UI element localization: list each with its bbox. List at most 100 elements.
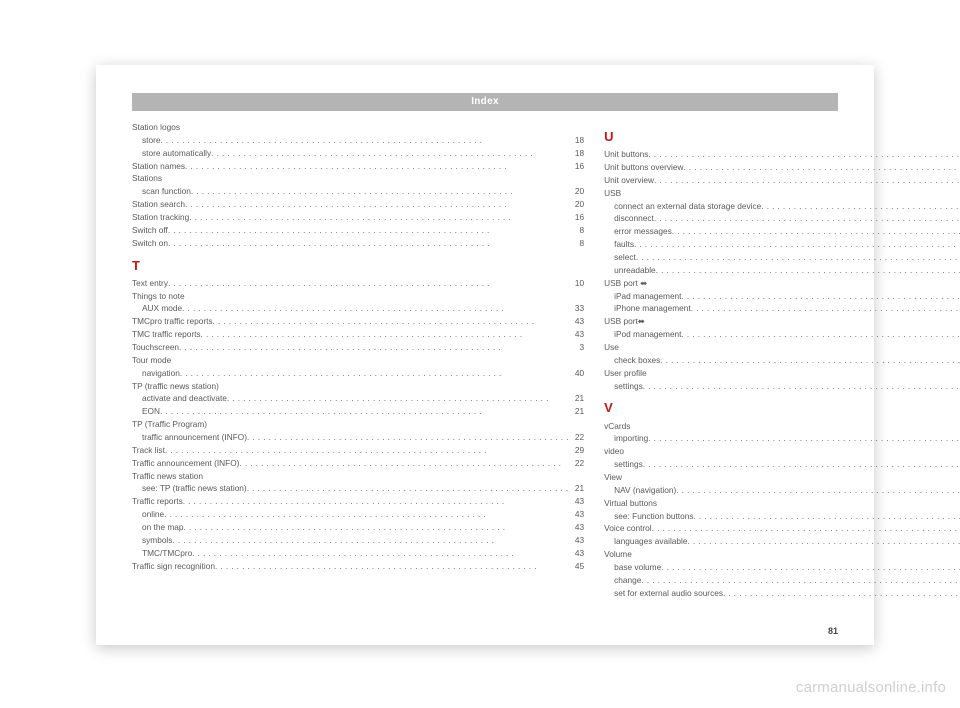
index-label: Station logos bbox=[132, 121, 180, 134]
index-page: 22 bbox=[569, 457, 584, 470]
index-label: faults bbox=[614, 238, 634, 251]
index-group: USB bbox=[604, 187, 960, 200]
leader-dots bbox=[643, 458, 960, 471]
index-entry: EON21 bbox=[132, 405, 584, 418]
index-label: on the map bbox=[142, 521, 184, 534]
index-label: Voice control bbox=[604, 522, 652, 535]
index-entry: Traffic announcement (INFO) 22 bbox=[132, 457, 584, 470]
index-entry: Station search20 bbox=[132, 198, 584, 211]
index-entry: importing44 bbox=[604, 432, 960, 445]
index-page: 21 bbox=[569, 482, 584, 495]
index-label: see: TP (traffic news station) bbox=[142, 482, 247, 495]
index-entry: settings34 bbox=[604, 458, 960, 471]
index-page: 29 bbox=[569, 444, 584, 457]
index-group: Volume bbox=[604, 548, 960, 561]
leader-dots bbox=[634, 238, 960, 251]
leader-dots bbox=[761, 200, 960, 213]
leader-dots bbox=[676, 484, 960, 497]
index-page: 45 bbox=[569, 560, 584, 573]
index-label: Station tracking bbox=[132, 211, 189, 224]
index-entry: see: Function buttons9 bbox=[604, 510, 960, 523]
index-label: online bbox=[142, 508, 164, 521]
index-label: Virtual buttons bbox=[604, 497, 657, 510]
index-label: View bbox=[604, 471, 622, 484]
index-label: USB port ⬌ bbox=[604, 277, 647, 290]
index-page: 20 bbox=[569, 185, 584, 198]
column-2: UUnit buttons7Unit buttons overview3Unit… bbox=[604, 121, 960, 617]
index-label: store bbox=[142, 134, 160, 147]
header-bar: Index bbox=[132, 93, 838, 111]
index-entry: languages available12 bbox=[604, 535, 960, 548]
leader-dots bbox=[168, 277, 569, 290]
index-page: 8 bbox=[570, 237, 584, 250]
index-entry: set for external audio sources73 bbox=[604, 587, 960, 600]
index-label: navigation bbox=[142, 367, 180, 380]
index-entry: traffic announcement (INFO) 22 bbox=[132, 431, 584, 444]
leader-dots bbox=[681, 290, 960, 303]
index-label: activate and deactivate bbox=[142, 392, 227, 405]
index-entry: Unit buttons7 bbox=[604, 148, 960, 161]
index-entry: check boxes9 bbox=[604, 354, 960, 367]
index-entry: Touchscreen 3 bbox=[132, 341, 584, 354]
index-page: 22 bbox=[569, 431, 584, 444]
leader-dots bbox=[723, 587, 960, 600]
index-label: Volume bbox=[604, 548, 632, 561]
index-group: USB port ⬌ bbox=[604, 277, 960, 290]
index-label: Traffic reports bbox=[132, 495, 183, 508]
index-entry: select28 bbox=[604, 251, 960, 264]
leader-dots bbox=[247, 482, 569, 495]
index-label: Stations bbox=[132, 172, 162, 185]
index-label: importing bbox=[614, 432, 648, 445]
index-entry: TMC/TMCpro43 bbox=[132, 547, 584, 560]
index-group: Station logos bbox=[132, 121, 584, 134]
leader-dots bbox=[211, 147, 569, 160]
index-group: Use bbox=[604, 341, 960, 354]
leader-dots bbox=[691, 302, 960, 315]
index-entry: Switch on8 bbox=[132, 237, 584, 250]
index-entry: connect an external data storage device3… bbox=[604, 200, 960, 213]
index-entry: scan function 20 bbox=[132, 185, 584, 198]
index-page: 16 bbox=[569, 160, 584, 173]
index-page: 16 bbox=[569, 211, 584, 224]
index-label: Touchscreen bbox=[132, 341, 179, 354]
index-label: iPod management bbox=[614, 328, 681, 341]
index-entry: Station tracking 16 bbox=[132, 211, 584, 224]
leader-dots bbox=[672, 225, 960, 238]
index-entry: disconnect31 bbox=[604, 212, 960, 225]
index-group: Stations bbox=[132, 172, 584, 185]
leader-dots bbox=[213, 315, 569, 328]
index-entry: Unit buttons overview3 bbox=[604, 161, 960, 174]
index-group: Traffic news station bbox=[132, 470, 584, 483]
leader-dots bbox=[183, 495, 569, 508]
index-label: scan function bbox=[142, 185, 191, 198]
index-entry: Switch off8 bbox=[132, 224, 584, 237]
index-label: Unit buttons overview bbox=[604, 161, 683, 174]
leader-dots bbox=[189, 211, 569, 224]
leader-dots bbox=[661, 561, 960, 574]
index-label: traffic announcement (INFO) bbox=[142, 431, 247, 444]
index-page: 10 bbox=[569, 277, 584, 290]
leader-dots bbox=[172, 534, 568, 547]
index-entry: Track list29 bbox=[132, 444, 584, 457]
leader-dots bbox=[168, 224, 570, 237]
index-page: 20 bbox=[569, 198, 584, 211]
index-entry: iPad management32 bbox=[604, 290, 960, 303]
index-label: Traffic announcement (INFO) bbox=[132, 457, 239, 470]
index-page: 43 bbox=[569, 495, 584, 508]
index-page: 43 bbox=[569, 521, 584, 534]
index-entry: settings61 bbox=[604, 380, 960, 393]
index-label: disconnect bbox=[614, 212, 654, 225]
index-page: 3 bbox=[570, 341, 584, 354]
index-group: vCards bbox=[604, 420, 960, 433]
index-page: 18 bbox=[569, 147, 584, 160]
index-group: TP (Traffic Program) bbox=[132, 418, 584, 431]
index-page: 8 bbox=[570, 224, 584, 237]
index-entry: faults32 bbox=[604, 238, 960, 251]
index-label: settings bbox=[614, 380, 643, 393]
section-letter: T bbox=[132, 256, 584, 276]
index-page: 21 bbox=[569, 405, 584, 418]
index-label: TMC traffic reports bbox=[132, 328, 201, 341]
index-entry: change8 bbox=[604, 574, 960, 587]
leader-dots bbox=[201, 328, 569, 341]
index-label: see: Function buttons bbox=[614, 510, 693, 523]
